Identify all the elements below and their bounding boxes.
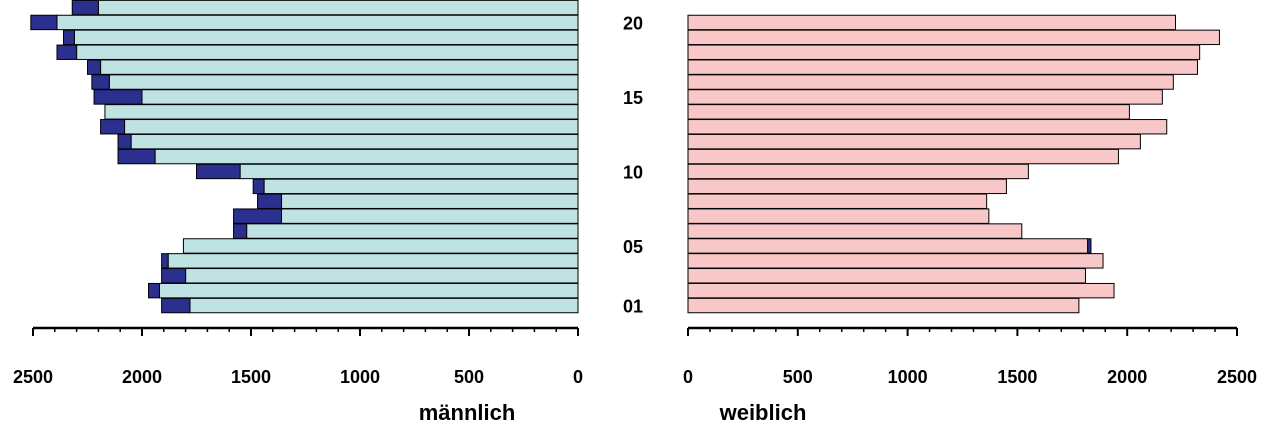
left-bar-row-12-segment-1 bbox=[130, 133, 579, 150]
left-x-axis: 2500 2000 1500 1000 500 0 bbox=[13, 326, 583, 387]
right-bar-row-19-segment-1 bbox=[687, 29, 1220, 46]
left-bar-row-18-segment-1 bbox=[76, 44, 579, 60]
right-panel-bars bbox=[687, 14, 1220, 314]
row-label-01: 01 bbox=[623, 297, 643, 317]
left-bar-row-6-segment-2 bbox=[233, 223, 248, 239]
left-panel-bars bbox=[30, 0, 579, 314]
left-bar-row-16-segment-1 bbox=[108, 74, 579, 90]
left-bar-row-11-segment-2 bbox=[117, 148, 156, 165]
right-bar-row-18-segment-1 bbox=[687, 44, 1201, 60]
right-tick-label-500: 500 bbox=[783, 367, 813, 387]
left-bar-row-17-segment-1 bbox=[100, 59, 579, 75]
right-bar-row-14-segment-1 bbox=[687, 104, 1130, 120]
left-bar-row-2-segment-1 bbox=[158, 282, 579, 299]
right-bar-row-6-segment-1 bbox=[687, 223, 1023, 239]
left-bar-row-20-segment-1 bbox=[56, 14, 579, 31]
left-bar-row-21-segment-2 bbox=[71, 0, 99, 16]
right-bar-row-2-segment-1 bbox=[687, 282, 1115, 299]
row-label-05: 05 bbox=[623, 237, 643, 257]
left-tick-label-1500: 1500 bbox=[231, 367, 271, 387]
left-bar-row-9-segment-1 bbox=[263, 178, 579, 195]
left-bar-row-18-segment-2 bbox=[56, 44, 78, 60]
left-bar-row-13-segment-1 bbox=[124, 119, 579, 135]
left-bar-row-16-segment-2 bbox=[91, 74, 110, 90]
left-bar-row-14-segment-1 bbox=[104, 104, 579, 120]
left-bar-row-3-segment-2 bbox=[161, 268, 187, 284]
right-bar-row-10-segment-1 bbox=[687, 163, 1029, 180]
right-bar-row-7-segment-1 bbox=[687, 208, 990, 224]
left-bar-row-5-segment-1 bbox=[182, 238, 579, 254]
right-bar-row-3-segment-1 bbox=[687, 268, 1086, 284]
right-tick-label-1500: 1500 bbox=[997, 367, 1037, 387]
right-tick-label-1000: 1000 bbox=[888, 367, 928, 387]
right-bar-row-8-segment-1 bbox=[687, 193, 988, 209]
left-axis-title: männlich bbox=[419, 400, 516, 425]
left-bar-row-12-segment-2 bbox=[117, 133, 132, 150]
right-bar-row-15-segment-1 bbox=[687, 89, 1163, 105]
right-bar-row-9-segment-1 bbox=[687, 178, 1007, 195]
left-bar-row-21-segment-1 bbox=[97, 0, 579, 16]
right-bar-row-12-segment-1 bbox=[687, 133, 1141, 150]
right-bar-row-20-segment-1 bbox=[687, 14, 1177, 31]
right-bar-row-1-segment-1 bbox=[687, 297, 1080, 314]
right-tick-label-2000: 2000 bbox=[1107, 367, 1147, 387]
left-tick-label-2500: 2500 bbox=[13, 367, 53, 387]
right-axis-title: weiblich bbox=[719, 400, 807, 425]
left-bar-row-1-segment-2 bbox=[161, 297, 191, 314]
left-bar-row-20-segment-2 bbox=[30, 14, 58, 31]
right-bar-row-5-segment-1 bbox=[687, 238, 1089, 254]
row-labels: 01 05 10 15 20 bbox=[623, 13, 643, 316]
left-tick-label-2000: 2000 bbox=[122, 367, 162, 387]
left-bar-row-3-segment-1 bbox=[185, 268, 579, 284]
left-bar-row-17-segment-2 bbox=[87, 59, 102, 75]
left-bar-row-19-segment-1 bbox=[73, 29, 579, 46]
row-label-10: 10 bbox=[623, 162, 643, 182]
left-bar-row-13-segment-2 bbox=[100, 119, 126, 135]
left-bar-row-15-segment-2 bbox=[93, 89, 143, 105]
row-label-15: 15 bbox=[623, 88, 643, 108]
left-bar-row-8-segment-2 bbox=[257, 193, 283, 209]
right-bar-row-11-segment-1 bbox=[687, 148, 1119, 165]
right-bar-row-4-segment-1 bbox=[687, 253, 1104, 269]
left-bar-row-2-segment-2 bbox=[148, 282, 160, 299]
right-x-axis: 0 500 1000 1500 2000 2500 bbox=[683, 326, 1257, 387]
left-bar-row-1-segment-1 bbox=[189, 297, 579, 314]
right-bar-row-16-segment-1 bbox=[687, 74, 1174, 90]
left-bar-row-7-segment-2 bbox=[233, 208, 283, 224]
left-bar-row-8-segment-1 bbox=[281, 193, 579, 209]
left-tick-label-0: 0 bbox=[573, 367, 583, 387]
right-bar-row-17-segment-1 bbox=[687, 59, 1198, 75]
row-label-20: 20 bbox=[623, 13, 643, 33]
left-bar-row-11-segment-1 bbox=[154, 148, 579, 165]
left-bar-row-10-segment-1 bbox=[239, 163, 579, 180]
right-tick-label-2500: 2500 bbox=[1217, 367, 1257, 387]
right-bar-row-13-segment-1 bbox=[687, 119, 1168, 135]
right-tick-label-0: 0 bbox=[683, 367, 693, 387]
left-bar-row-19-segment-2 bbox=[63, 29, 75, 46]
left-tick-label-1000: 1000 bbox=[340, 367, 380, 387]
left-bar-row-4-segment-1 bbox=[167, 253, 579, 269]
left-bar-row-7-segment-1 bbox=[281, 208, 579, 224]
left-bar-row-9-segment-2 bbox=[252, 178, 265, 195]
left-bar-row-15-segment-1 bbox=[141, 89, 579, 105]
left-bar-row-4-segment-2 bbox=[161, 253, 169, 269]
right-bar-row-5-segment-2 bbox=[1087, 238, 1092, 254]
left-tick-label-500: 500 bbox=[454, 367, 484, 387]
left-bar-row-10-segment-2 bbox=[196, 163, 241, 180]
left-bar-row-6-segment-1 bbox=[246, 223, 579, 239]
